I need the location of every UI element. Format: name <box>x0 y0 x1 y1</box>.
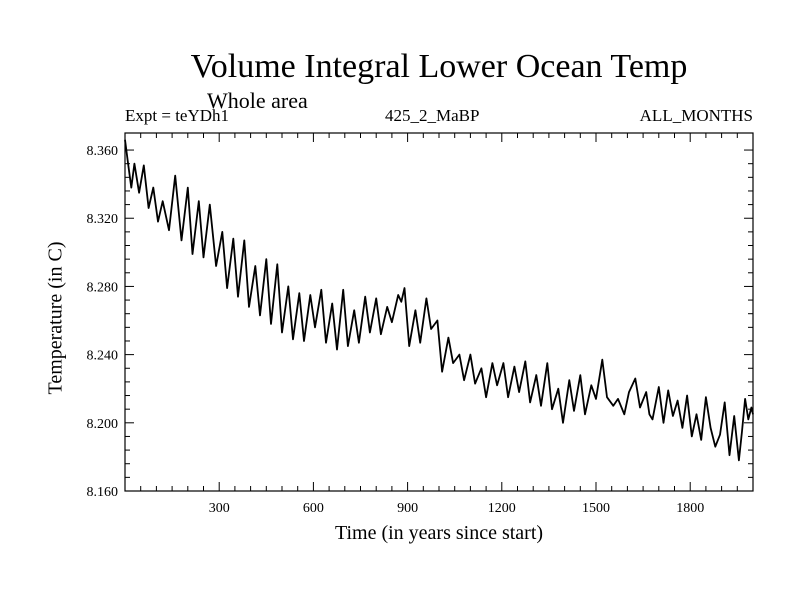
months-label: ALL_MONTHS <box>639 106 753 125</box>
expt-label: Expt = teYDh1 <box>125 106 230 125</box>
y-tick-label: 8.320 <box>87 212 119 227</box>
run-label: 425_2_MaBP <box>385 106 480 125</box>
plot-frame <box>124 132 754 492</box>
x-tick-label: 1200 <box>488 501 516 516</box>
x-tick-label: 900 <box>397 501 418 516</box>
y-tick-label: 8.240 <box>87 349 119 364</box>
y-tick-label: 8.160 <box>87 485 119 500</box>
series-line <box>124 139 754 462</box>
x-tick-label: 1500 <box>582 501 610 516</box>
axis-ticks: 300 600 900 1200 1500 1800 8.160 8.200 8.240 8.28… <box>87 133 753 516</box>
y-tick-label: 8.280 <box>87 280 119 295</box>
x-tick-label: 300 <box>209 501 230 516</box>
y-tick-label: 8.360 <box>87 144 119 159</box>
x-tick-label: 600 <box>303 501 324 516</box>
chart-subtitle: Whole area <box>207 88 308 113</box>
y-tick-label: 8.200 <box>87 417 119 432</box>
chart-title: Volume Integral Lower Ocean Temp <box>190 48 688 85</box>
x-tick-label: 1800 <box>676 501 704 516</box>
x-axis-label: Time (in years since start) <box>334 522 544 544</box>
